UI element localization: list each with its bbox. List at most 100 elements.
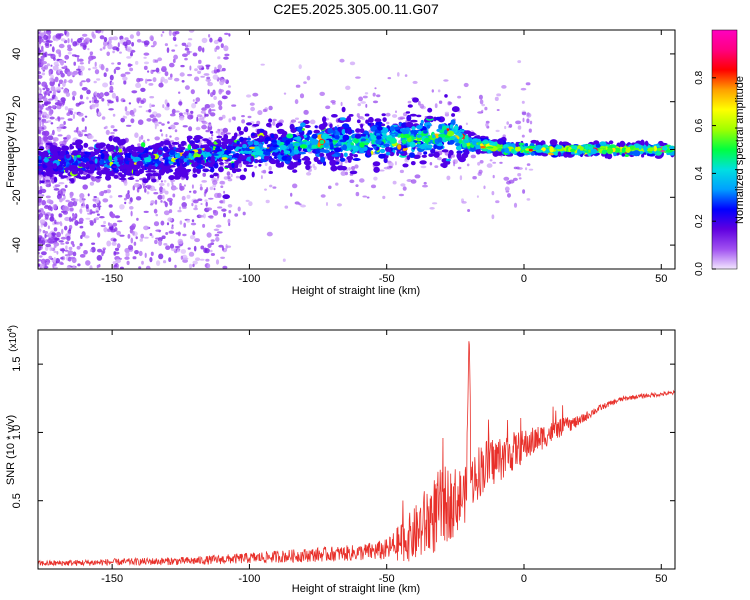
spectrogram-noise-blob: [330, 100, 336, 104]
spectrogram-band-blob: [372, 161, 381, 167]
spectrogram-noise-blob: [48, 70, 51, 77]
spectrogram-noise-blob: [224, 53, 230, 57]
spectrogram-ylabel: Frequency (Hz): [5, 112, 17, 188]
spectrogram-band-blob: [277, 131, 284, 134]
spectrogram-band-blob: [323, 142, 329, 148]
spectrogram-noise-blob: [99, 93, 103, 98]
spectrogram-noise-blob: [43, 130, 50, 137]
spectrogram-noise-blob: [59, 123, 65, 128]
spectrogram-noise-blob: [190, 222, 197, 226]
spectrogram-band-blob: [70, 178, 75, 184]
spectrogram-noise-blob: [123, 116, 128, 119]
spectrogram-noise-blob: [38, 47, 41, 50]
spectrogram-noise-blob: [388, 165, 393, 169]
spectrogram-noise-blob: [417, 151, 422, 156]
spectrogram-noise-blob: [81, 231, 86, 237]
spectrogram-noise-blob: [219, 79, 225, 86]
spectrogram-band-blob: [52, 151, 59, 158]
spectrogram-noise-blob: [294, 201, 300, 205]
spectrogram-noise-blob: [152, 40, 157, 46]
spectrogram-noise-blob: [194, 204, 198, 209]
spectrogram-noise-blob: [295, 117, 299, 120]
spectrogram-band-blob: [246, 137, 251, 141]
spectrogram-noise-blob: [38, 237, 42, 242]
spectrogram-noise-blob: [96, 30, 102, 34]
spectrogram-noise-blob: [198, 214, 204, 218]
spectrogram-noise-blob: [223, 45, 229, 52]
spectrogram-noise-blob: [215, 130, 221, 134]
spectrogram-noise-blob: [201, 180, 208, 183]
spectrogram-noise-blob: [119, 204, 125, 210]
spectrogram-noise-blob: [47, 135, 54, 141]
chart-title: C2E5.2025.305.00.11.G07: [273, 1, 439, 17]
spectrogram-noise-blob: [522, 117, 525, 123]
spectrogram-noise-blob: [80, 235, 83, 239]
spectrogram-band-blob: [92, 152, 99, 155]
spectrogram-noise-blob: [197, 198, 203, 201]
spectrogram-noise-blob: [467, 209, 471, 212]
spectrogram-noise-blob: [208, 122, 212, 125]
spectrogram-xlabel: Height of straight line (km): [292, 285, 420, 297]
spectrogram-noise-blob: [179, 206, 182, 210]
spectrogram-noise-blob: [191, 102, 197, 109]
spectrogram-noise-blob: [80, 205, 85, 208]
spectrogram-band-blob: [182, 163, 188, 168]
spectrogram-band-blob: [378, 153, 386, 159]
spectrogram-noise-blob: [102, 82, 109, 88]
spectrogram-noise-blob: [99, 216, 105, 219]
spectrogram-band-blob: [279, 144, 287, 150]
spectrogram-noise-blob: [140, 135, 144, 140]
spectrogram-noise-blob: [61, 228, 64, 235]
spectrogram-band-blob: [397, 144, 402, 150]
spectrogram-band-blob: [293, 149, 300, 155]
spectrogram-noise-blob: [218, 105, 223, 111]
spectrogram-noise-blob: [300, 204, 306, 208]
spectrogram-noise-blob: [103, 227, 108, 233]
spectrogram-noise-blob: [234, 213, 239, 217]
spectrogram-noise-blob: [102, 198, 109, 203]
spectrogram-noise-blob: [42, 111, 48, 116]
spectrogram-noise-blob: [172, 187, 179, 190]
spectrogram-noise-blob: [521, 100, 525, 104]
spectrogram-noise-blob: [58, 222, 61, 225]
spectrogram-noise-blob: [103, 147, 107, 150]
spectrogram-noise-blob: [525, 167, 528, 171]
spectrogram-band-blob: [331, 154, 339, 157]
spectrogram-noise-blob: [220, 185, 224, 188]
spectrogram-noise-blob: [518, 177, 522, 180]
spectrogram-noise-blob: [40, 223, 43, 228]
spectrogram-noise-blob: [192, 190, 197, 194]
spectrogram-band-blob: [112, 165, 118, 169]
spectrogram-noise-blob: [40, 32, 45, 36]
spectrogram-band-blob: [86, 169, 95, 174]
spectrogram-noise-blob: [184, 44, 189, 48]
spectrogram-band-blob: [144, 157, 152, 163]
spectrogram-band-blob: [76, 175, 81, 178]
spectrogram-noise-blob: [43, 65, 49, 70]
spectrogram-noise-blob: [189, 235, 196, 240]
spectrogram-band-blob: [428, 153, 434, 158]
spectrogram-band-blob: [402, 145, 408, 149]
spectrogram-band-blob: [346, 142, 351, 149]
spectrogram-noise-blob: [47, 232, 52, 238]
spectrogram-noise-blob: [102, 46, 106, 50]
spectrogram-noise-blob: [89, 181, 95, 186]
x-tick-label: 0: [521, 273, 527, 285]
spectrogram-band-blob: [209, 174, 214, 179]
spectrogram-noise-blob: [184, 57, 188, 61]
spectrogram-noise-blob: [131, 223, 136, 229]
spectrogram-band-blob: [356, 119, 361, 124]
spectrogram-noise-blob: [105, 125, 108, 129]
spectrogram-noise-blob: [364, 92, 369, 95]
spectrogram-band-blob: [157, 149, 163, 156]
spectrogram-noise-blob: [136, 77, 141, 83]
spectrogram-band-blob: [528, 148, 533, 152]
spectrogram-noise-blob: [296, 132, 300, 136]
spectrogram-noise-blob: [38, 252, 41, 255]
spectrogram-noise-blob: [438, 100, 443, 104]
spectrogram-band-blob: [619, 140, 626, 147]
spectrogram-noise-blob: [55, 258, 60, 264]
spectrogram-noise-blob: [230, 173, 233, 178]
spectrogram-noise-blob: [67, 118, 73, 121]
spectrogram-noise-blob: [52, 129, 55, 136]
